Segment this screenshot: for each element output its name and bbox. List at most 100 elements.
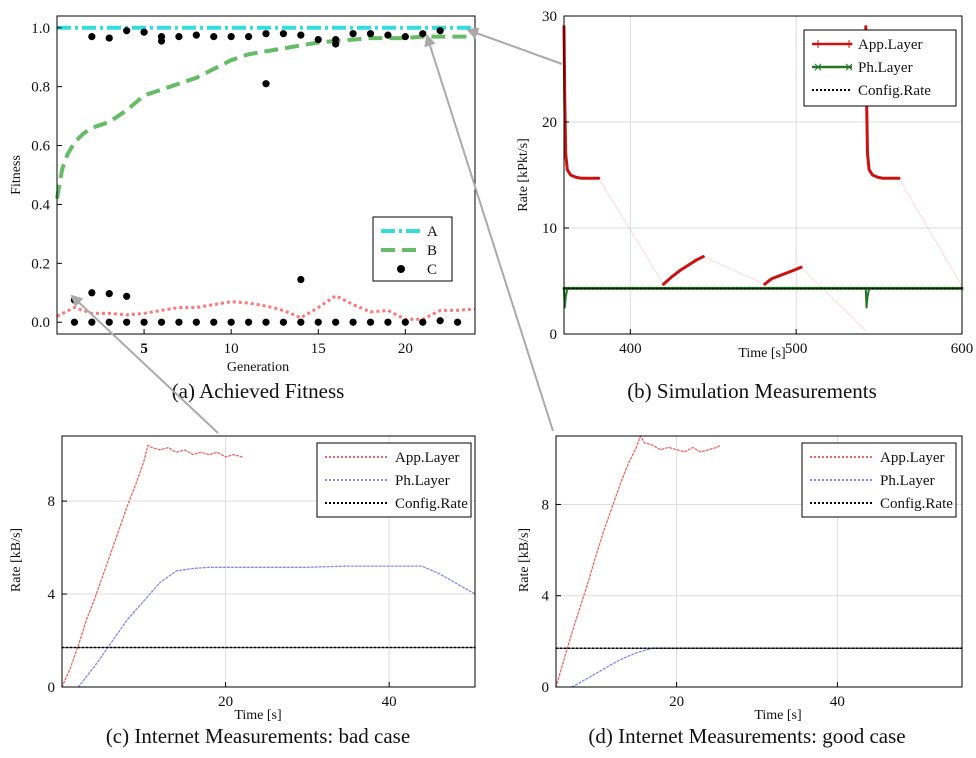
caption-b: (b) Simulation Measurements xyxy=(627,379,877,403)
point-c-23 xyxy=(419,30,427,38)
point-c-2 xyxy=(105,290,113,298)
y-tick-label-2: 8 xyxy=(542,497,550,513)
point-c-1 xyxy=(88,289,96,297)
series-extra-6 xyxy=(800,266,867,332)
plot-frame xyxy=(61,435,476,688)
point-c-46 xyxy=(436,317,444,325)
series-b xyxy=(55,34,475,199)
point-c-3 xyxy=(123,292,131,300)
y-tick-label-3: 30 xyxy=(542,9,557,25)
point-c-34 xyxy=(227,318,235,326)
y-tick-label-1: 10 xyxy=(542,221,557,237)
y-axis-label: Rate [kB/s] xyxy=(9,528,24,592)
arrow-2 xyxy=(466,27,563,65)
point-c-30 xyxy=(157,318,166,326)
legend-label-2: Config.Rate xyxy=(880,496,953,512)
y-tick-label-0: 0.0 xyxy=(31,315,50,331)
y-axis-label: Rate [kPkt/s] xyxy=(516,138,531,212)
panel-b-simulation-measurements: 400 500 600 0 10 20 30 Time [s] Rate [kPkt/s] + + A… xyxy=(516,9,973,361)
legend-marker-right-0: + xyxy=(844,37,854,51)
legend: App.Layer Ph.Layer Config.Rate xyxy=(801,442,957,518)
point-c-51 xyxy=(332,40,340,48)
legend: ABC xyxy=(372,216,453,282)
y-tick-label-4: 0.8 xyxy=(31,80,50,96)
x-axis-label: Time [s] xyxy=(234,708,281,723)
legend-label-1: Ph.Layer xyxy=(880,473,935,489)
legend: App.Layer Ph.Layer Config.Rate xyxy=(316,442,472,518)
series-extra-3 xyxy=(864,25,901,180)
point-c-21 xyxy=(384,31,392,39)
y-tick-label-2: 8 xyxy=(48,494,56,510)
legend-label-0: A xyxy=(427,224,438,240)
series-extra-1 xyxy=(662,255,705,286)
caption-c: (c) Internet Measurements: bad case xyxy=(106,724,410,748)
point-c-15 xyxy=(279,30,288,38)
x-axis-label: Time [s] xyxy=(754,708,801,723)
series-app-layer xyxy=(555,435,722,688)
legend-label-1: Ph.Layer xyxy=(858,60,913,76)
legend-marker-left-0: + xyxy=(813,37,823,51)
point-c-35 xyxy=(244,318,253,326)
point-c-20 xyxy=(366,30,375,38)
point-c-22 xyxy=(401,33,409,41)
point-c-25 xyxy=(70,318,79,326)
series-extra-7 xyxy=(898,177,963,287)
legend-label-1: B xyxy=(427,243,437,259)
point-c-13 xyxy=(244,33,253,41)
y-tick-label-1: 4 xyxy=(48,587,56,603)
point-c-45 xyxy=(419,318,427,326)
point-c-44 xyxy=(401,318,409,326)
y-axis-label: Fitness xyxy=(9,155,24,195)
y-tick-label-3: 0.6 xyxy=(31,139,50,155)
panel-a-achieved-fitness: 5 10 15 20 0.0 0.2 0.4 0.6 0.8 1.0 Generation Fitne… xyxy=(9,15,476,375)
point-c-40 xyxy=(332,318,340,326)
plot-frame xyxy=(555,435,963,688)
series-ph-layer xyxy=(77,565,476,688)
point-c-33 xyxy=(210,318,218,326)
point-c-41 xyxy=(349,318,357,326)
caption-d: (d) Internet Measurements: good case xyxy=(588,724,905,748)
y-tick-label-0: 0 xyxy=(542,680,550,696)
point-c-24 xyxy=(436,27,444,35)
legend-label-0: App.Layer xyxy=(395,450,460,466)
point-c-7 xyxy=(140,28,148,36)
y-tick-label-5: 1.0 xyxy=(31,21,50,37)
legend-label-2: Config.Rate xyxy=(395,496,468,512)
legend-label-1: Ph.Layer xyxy=(395,473,450,489)
x-tick-label-0: 20 xyxy=(218,694,233,710)
y-tick-label-1: 0.2 xyxy=(31,256,50,272)
point-c-19 xyxy=(349,30,357,38)
caption-a: (a) Achieved Fitness xyxy=(172,379,345,403)
legend: + + App.Layer × × Ph.Layer Config.Rate xyxy=(803,29,957,107)
x-tick-label-0: 400 xyxy=(619,341,642,357)
plot-frame xyxy=(563,15,963,335)
x-axis-label: Time [s] xyxy=(738,346,785,361)
point-c-27 xyxy=(105,318,113,326)
panel-c-internet-bad-case: 20 40 0 4 8 Time [s] Rate [kB/s] App.Layer Ph.La… xyxy=(9,435,476,723)
legend-label-0: App.Layer xyxy=(858,37,923,53)
x-tick-label-2: 15 xyxy=(311,341,326,357)
y-tick-label-1: 4 xyxy=(542,589,550,605)
y-tick-label-2: 0.4 xyxy=(31,197,50,213)
point-c-47 xyxy=(453,318,462,326)
x-axis-label: Generation xyxy=(227,360,289,375)
x-tick-label-1: 40 xyxy=(382,694,397,710)
point-c-28 xyxy=(123,318,131,326)
series-extra-2 xyxy=(763,265,803,286)
arrow-0 xyxy=(70,294,219,434)
point-c-32 xyxy=(192,318,200,326)
legend-label-2: C xyxy=(427,262,437,278)
legend-swatch-2 xyxy=(397,265,405,273)
point-c-26 xyxy=(88,318,96,326)
point-c-50 xyxy=(297,275,305,284)
legend-marker-left-1: × xyxy=(813,60,823,74)
series-extra-5 xyxy=(702,256,766,285)
x-tick-label-0: 5 xyxy=(140,341,148,357)
x-tick-label-3: 20 xyxy=(398,341,413,357)
series-app-layer xyxy=(562,25,601,180)
legend-label-2: Config.Rate xyxy=(858,83,931,99)
series-extra-10 xyxy=(864,287,871,309)
point-c-14 xyxy=(262,30,270,38)
y-tick-label-2: 20 xyxy=(542,115,557,131)
